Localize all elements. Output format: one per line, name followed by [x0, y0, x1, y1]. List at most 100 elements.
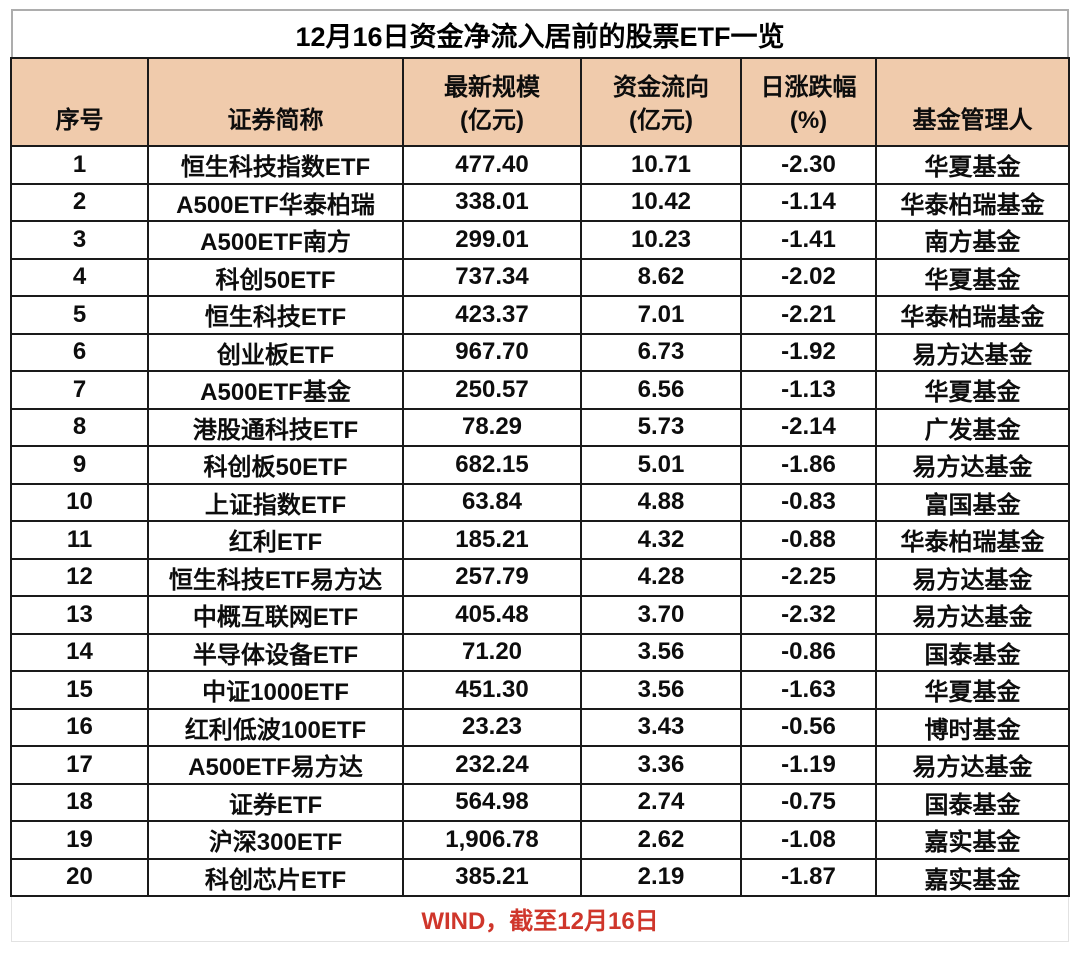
- cell-index: 16: [10, 707, 149, 747]
- cell-scale: 63.84: [402, 482, 582, 522]
- cell-manager: 华泰柏瑞基金: [875, 520, 1070, 560]
- cell-scale: 338.01: [402, 182, 582, 222]
- cell-manager: 华夏基金: [875, 145, 1070, 185]
- table-row: 1 恒生科技指数ETF 477.40 10.71 -2.30 华夏基金: [10, 145, 1070, 185]
- table-row: 3 A500ETF南方 299.01 10.23 -1.41 南方基金: [10, 220, 1070, 260]
- table-row: 16 红利低波100ETF 23.23 3.43 -0.56 博时基金: [10, 707, 1070, 747]
- cell-change: -1.13: [740, 370, 877, 410]
- cell-flow: 3.36: [580, 745, 742, 785]
- cell-change: -2.32: [740, 595, 877, 635]
- table-body: 1 恒生科技指数ETF 477.40 10.71 -2.30 华夏基金 2 A500ETF华泰…: [10, 145, 1070, 897]
- cell-manager: 富国基金: [875, 482, 1070, 522]
- cell-index: 3: [10, 220, 149, 260]
- cell-index: 20: [10, 857, 149, 897]
- cell-change: -1.87: [740, 857, 877, 897]
- cell-change: -1.19: [740, 745, 877, 785]
- cell-flow: 3.56: [580, 670, 742, 710]
- table-row: 15 中证1000ETF 451.30 3.56 -1.63 华夏基金: [10, 670, 1070, 710]
- cell-manager: 华泰柏瑞基金: [875, 295, 1070, 335]
- cell-index: 6: [10, 332, 149, 372]
- cell-manager: 易方达基金: [875, 595, 1070, 635]
- cell-manager: 华夏基金: [875, 370, 1070, 410]
- cell-scale: 682.15: [402, 445, 582, 485]
- cell-manager: 国泰基金: [875, 632, 1070, 672]
- cell-change: -1.41: [740, 220, 877, 260]
- cell-index: 19: [10, 820, 149, 860]
- cell-scale: 967.70: [402, 332, 582, 372]
- column-header-name: 证券简称: [147, 57, 404, 147]
- table-row: 4 科创50ETF 737.34 8.62 -2.02 华夏基金: [10, 257, 1070, 297]
- cell-change: -0.86: [740, 632, 877, 672]
- cell-scale: 71.20: [402, 632, 582, 672]
- cell-scale: 451.30: [402, 670, 582, 710]
- cell-manager: 易方达基金: [875, 332, 1070, 372]
- cell-manager: 博时基金: [875, 707, 1070, 747]
- cell-index: 2: [10, 182, 149, 222]
- cell-manager: 国泰基金: [875, 782, 1070, 822]
- table-row: 20 科创芯片ETF 385.21 2.19 -1.87 嘉实基金: [10, 857, 1070, 897]
- cell-name: 红利ETF: [147, 520, 404, 560]
- cell-change: -1.86: [740, 445, 877, 485]
- source-note: WIND，截至12月16日: [11, 897, 1069, 942]
- cell-scale: 78.29: [402, 407, 582, 447]
- cell-flow: 3.43: [580, 707, 742, 747]
- cell-flow: 5.73: [580, 407, 742, 447]
- table-row: 18 证券ETF 564.98 2.74 -0.75 国泰基金: [10, 782, 1070, 822]
- cell-change: -1.92: [740, 332, 877, 372]
- cell-name: 恒生科技指数ETF: [147, 145, 404, 185]
- table-row: 7 A500ETF基金 250.57 6.56 -1.13 华夏基金: [10, 370, 1070, 410]
- cell-scale: 250.57: [402, 370, 582, 410]
- cell-flow: 4.88: [580, 482, 742, 522]
- cell-flow: 10.42: [580, 182, 742, 222]
- table-row: 8 港股通科技ETF 78.29 5.73 -2.14 广发基金: [10, 407, 1070, 447]
- cell-index: 10: [10, 482, 149, 522]
- table-row: 19 沪深300ETF 1,906.78 2.62 -1.08 嘉实基金: [10, 820, 1070, 860]
- cell-name: 上证指数ETF: [147, 482, 404, 522]
- cell-name: 港股通科技ETF: [147, 407, 404, 447]
- cell-change: -0.75: [740, 782, 877, 822]
- cell-change: -0.83: [740, 482, 877, 522]
- cell-flow: 6.73: [580, 332, 742, 372]
- cell-manager: 广发基金: [875, 407, 1070, 447]
- table-row: 17 A500ETF易方达 232.24 3.36 -1.19 易方达基金: [10, 745, 1070, 785]
- cell-scale: 257.79: [402, 557, 582, 597]
- cell-change: -2.02: [740, 257, 877, 297]
- cell-name: 科创50ETF: [147, 257, 404, 297]
- cell-name: 科创板50ETF: [147, 445, 404, 485]
- column-header-flow: 资金流向 (亿元): [580, 57, 742, 147]
- cell-name: A500ETF华泰柏瑞: [147, 182, 404, 222]
- cell-name: 创业板ETF: [147, 332, 404, 372]
- column-header-index: 序号: [10, 57, 149, 147]
- cell-index: 8: [10, 407, 149, 447]
- cell-name: 恒生科技ETF: [147, 295, 404, 335]
- cell-change: -2.30: [740, 145, 877, 185]
- cell-name: 科创芯片ETF: [147, 857, 404, 897]
- cell-name: A500ETF易方达: [147, 745, 404, 785]
- cell-change: -0.88: [740, 520, 877, 560]
- cell-name: 中概互联网ETF: [147, 595, 404, 635]
- cell-index: 1: [10, 145, 149, 185]
- cell-manager: 嘉实基金: [875, 857, 1070, 897]
- table-row: 14 半导体设备ETF 71.20 3.56 -0.86 国泰基金: [10, 632, 1070, 672]
- etf-table: 序号 证券简称 最新规模 (亿元) 资金流向 (亿元) 日涨跌幅 (%) 基金管…: [10, 57, 1070, 897]
- table-row: 6 创业板ETF 967.70 6.73 -1.92 易方达基金: [10, 332, 1070, 372]
- cell-flow: 4.32: [580, 520, 742, 560]
- cell-change: -2.14: [740, 407, 877, 447]
- table-row: 11 红利ETF 185.21 4.32 -0.88 华泰柏瑞基金: [10, 520, 1070, 560]
- cell-flow: 5.01: [580, 445, 742, 485]
- cell-change: -0.56: [740, 707, 877, 747]
- cell-name: 沪深300ETF: [147, 820, 404, 860]
- cell-index: 13: [10, 595, 149, 635]
- cell-scale: 385.21: [402, 857, 582, 897]
- column-header-scale: 最新规模 (亿元): [402, 57, 582, 147]
- cell-flow: 6.56: [580, 370, 742, 410]
- cell-scale: 423.37: [402, 295, 582, 335]
- cell-flow: 2.62: [580, 820, 742, 860]
- cell-flow: 3.70: [580, 595, 742, 635]
- cell-manager: 华泰柏瑞基金: [875, 182, 1070, 222]
- cell-scale: 1,906.78: [402, 820, 582, 860]
- cell-name: 中证1000ETF: [147, 670, 404, 710]
- cell-flow: 3.56: [580, 632, 742, 672]
- page-title: 12月16日资金净流入居前的股票ETF一览: [11, 9, 1069, 57]
